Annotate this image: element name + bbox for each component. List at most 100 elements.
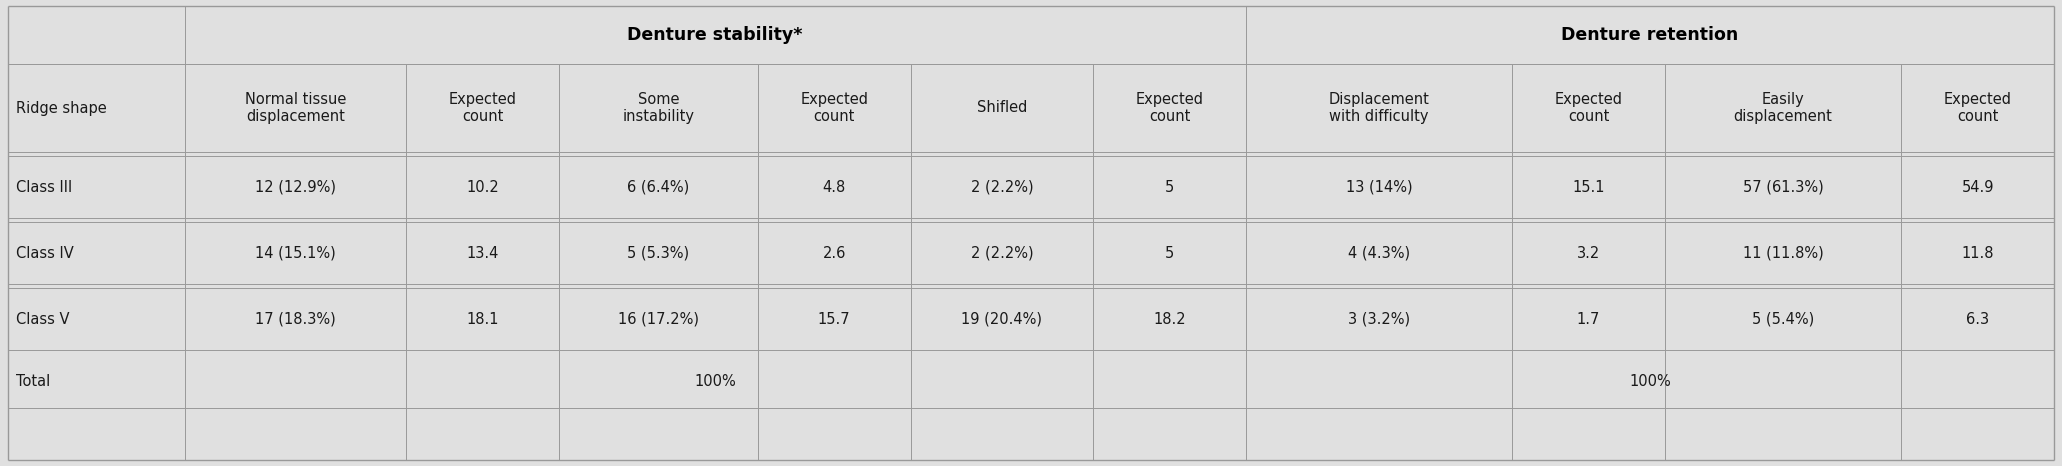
Text: 18.2: 18.2 xyxy=(1153,311,1186,327)
Bar xyxy=(1664,222,1901,284)
Bar xyxy=(1901,222,2054,284)
Bar xyxy=(186,288,406,350)
Bar xyxy=(559,64,759,152)
Text: 5 (5.3%): 5 (5.3%) xyxy=(627,246,689,260)
Bar xyxy=(759,156,911,218)
Bar xyxy=(1901,288,2054,350)
Bar xyxy=(1093,64,1245,152)
Text: 10.2: 10.2 xyxy=(466,179,499,194)
Bar xyxy=(1511,156,1664,218)
Text: 19 (20.4%): 19 (20.4%) xyxy=(961,311,1041,327)
Bar xyxy=(559,354,759,408)
Text: Expected
count: Expected count xyxy=(1136,92,1204,124)
Bar xyxy=(1901,156,2054,218)
Text: Displacement
with difficulty: Displacement with difficulty xyxy=(1328,92,1429,124)
Bar xyxy=(1245,222,1511,284)
Bar xyxy=(1664,354,1901,408)
Text: 6 (6.4%): 6 (6.4%) xyxy=(627,179,689,194)
Bar xyxy=(1093,288,1245,350)
Bar xyxy=(186,64,406,152)
Bar xyxy=(1245,156,1511,218)
Text: 5: 5 xyxy=(1165,179,1173,194)
Bar xyxy=(8,222,186,284)
Text: 3.2: 3.2 xyxy=(1577,246,1600,260)
Text: 18.1: 18.1 xyxy=(466,311,499,327)
Bar xyxy=(759,64,911,152)
Text: 13 (14%): 13 (14%) xyxy=(1346,179,1412,194)
Text: 5: 5 xyxy=(1165,246,1173,260)
Bar xyxy=(911,64,1093,152)
Bar xyxy=(759,222,911,284)
Text: 1.7: 1.7 xyxy=(1577,311,1600,327)
Bar xyxy=(1245,288,1511,350)
Bar xyxy=(406,64,559,152)
Bar xyxy=(186,354,406,408)
Text: Expected
count: Expected count xyxy=(800,92,868,124)
Bar xyxy=(8,148,2054,152)
Text: Ridge shape: Ridge shape xyxy=(16,101,107,116)
Bar xyxy=(1093,156,1245,218)
Text: Denture retention: Denture retention xyxy=(1561,26,1738,44)
Bar xyxy=(186,6,1245,64)
Bar xyxy=(186,222,406,284)
Text: Class III: Class III xyxy=(16,179,72,194)
Bar xyxy=(406,354,559,408)
Text: Class IV: Class IV xyxy=(16,246,74,260)
Text: Total: Total xyxy=(16,374,49,389)
Bar xyxy=(8,288,186,350)
Bar xyxy=(1664,64,1901,152)
Bar xyxy=(1664,288,1901,350)
Bar xyxy=(911,156,1093,218)
Bar xyxy=(406,288,559,350)
Text: Some
instability: Some instability xyxy=(623,92,695,124)
Bar xyxy=(911,288,1093,350)
Text: Expected
count: Expected count xyxy=(1944,92,2013,124)
Text: 14 (15.1%): 14 (15.1%) xyxy=(256,246,336,260)
Bar xyxy=(8,346,2054,350)
Text: 5 (5.4%): 5 (5.4%) xyxy=(1753,311,1815,327)
Bar xyxy=(1901,354,2054,408)
Bar xyxy=(1511,222,1664,284)
Bar xyxy=(8,354,186,408)
Bar xyxy=(406,156,559,218)
Text: 15.1: 15.1 xyxy=(1571,179,1604,194)
Bar xyxy=(8,64,186,152)
Bar xyxy=(1664,156,1901,218)
Bar xyxy=(559,156,759,218)
Text: Class V: Class V xyxy=(16,311,70,327)
Bar xyxy=(559,288,759,350)
Bar xyxy=(1901,64,2054,152)
Text: 11.8: 11.8 xyxy=(1961,246,1994,260)
Bar xyxy=(911,222,1093,284)
Bar xyxy=(1245,354,1511,408)
Text: Expected
count: Expected count xyxy=(1555,92,1623,124)
Text: 2 (2.2%): 2 (2.2%) xyxy=(971,246,1033,260)
Text: 15.7: 15.7 xyxy=(819,311,850,327)
Bar xyxy=(8,280,2054,284)
Text: Denture stability*: Denture stability* xyxy=(627,26,802,44)
Text: 2.6: 2.6 xyxy=(823,246,845,260)
Bar xyxy=(8,156,186,218)
Bar xyxy=(911,354,1093,408)
Bar xyxy=(1511,288,1664,350)
Text: 100%: 100% xyxy=(1629,374,1670,389)
Text: 16 (17.2%): 16 (17.2%) xyxy=(619,311,699,327)
Bar xyxy=(186,156,406,218)
Text: 57 (61.3%): 57 (61.3%) xyxy=(1742,179,1823,194)
Text: 11 (11.8%): 11 (11.8%) xyxy=(1742,246,1823,260)
Bar xyxy=(1511,354,1664,408)
Bar xyxy=(759,354,911,408)
Bar xyxy=(1093,354,1245,408)
Bar xyxy=(406,222,559,284)
Text: 6.3: 6.3 xyxy=(1965,311,1990,327)
Text: 12 (12.9%): 12 (12.9%) xyxy=(256,179,336,194)
Text: Expected
count: Expected count xyxy=(447,92,516,124)
Text: Normal tissue
displacement: Normal tissue displacement xyxy=(245,92,346,124)
Text: Easily
displacement: Easily displacement xyxy=(1734,92,1833,124)
Text: 100%: 100% xyxy=(695,374,736,389)
Bar xyxy=(8,214,2054,218)
Bar xyxy=(8,6,186,64)
Bar xyxy=(1093,222,1245,284)
Text: 4 (4.3%): 4 (4.3%) xyxy=(1349,246,1410,260)
Bar xyxy=(559,222,759,284)
